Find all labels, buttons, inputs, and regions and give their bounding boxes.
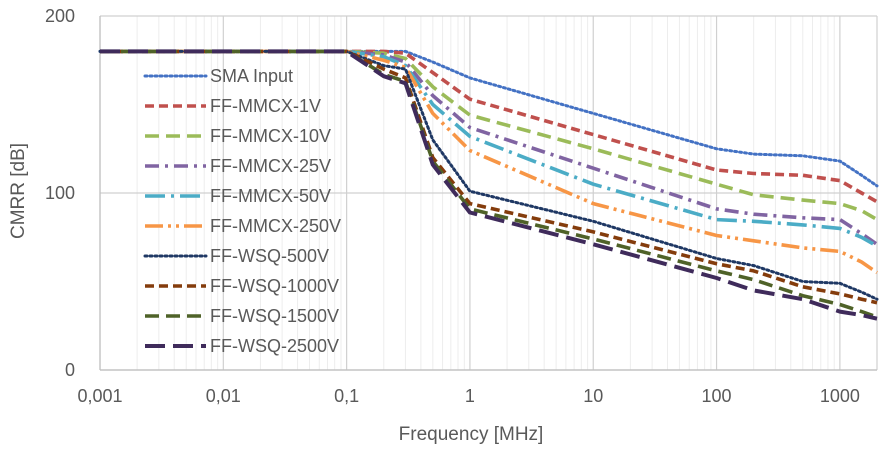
y-tick-label: 0 xyxy=(65,360,75,380)
x-tick-label: 0,001 xyxy=(77,386,122,406)
legend-label: SMA Input xyxy=(210,66,293,86)
legend-label: FF-MMCX-1V xyxy=(210,96,321,116)
x-tick-label: 1000 xyxy=(820,386,860,406)
x-axis-label: Frequency [MHz] xyxy=(399,424,544,445)
x-tick-label: 100 xyxy=(702,386,732,406)
series-line-8 xyxy=(100,49,878,305)
y-tick-label: 200 xyxy=(45,6,75,26)
series-line-10 xyxy=(100,49,878,321)
legend-label: FF-WSQ-1000V xyxy=(210,276,339,296)
legend: SMA Input FF-MMCX-1V FF-MMCX-10V FF-MMCX-25… xyxy=(143,66,341,356)
series-line-7 xyxy=(98,49,879,301)
y-axis-label: CMRR [dB] xyxy=(8,143,29,239)
legend-label: FF-MMCX-10V xyxy=(210,126,331,146)
x-tick-label: 0,01 xyxy=(206,386,241,406)
legend-label: FF-MMCX-50V xyxy=(210,186,331,206)
series-line-5 xyxy=(100,49,878,248)
x-tick-label: 1 xyxy=(465,386,475,406)
legend-label: FF-WSQ-2500V xyxy=(210,336,339,356)
x-tick-label: 10 xyxy=(583,386,603,406)
legend-label: FF-MMCX-250V xyxy=(210,216,341,236)
series-line-6 xyxy=(100,49,879,275)
series-line-9 xyxy=(100,49,878,319)
legend-label: FF-WSQ-1500V xyxy=(210,306,339,326)
legend-label: FF-WSQ-500V xyxy=(210,246,329,266)
legend-label: FF-MMCX-25V xyxy=(210,156,331,176)
series-lines xyxy=(98,49,879,321)
x-tick-label: 0,1 xyxy=(334,386,359,406)
y-tick-label: 100 xyxy=(45,183,75,203)
axes: 0,001 0,01 0,1 1 10 100 1000 0 100 200 xyxy=(45,6,877,406)
